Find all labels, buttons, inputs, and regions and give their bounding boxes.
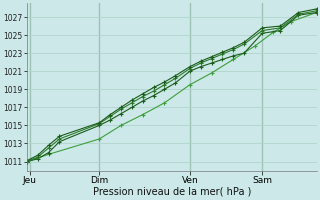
- X-axis label: Pression niveau de la mer( hPa ): Pression niveau de la mer( hPa ): [92, 187, 251, 197]
